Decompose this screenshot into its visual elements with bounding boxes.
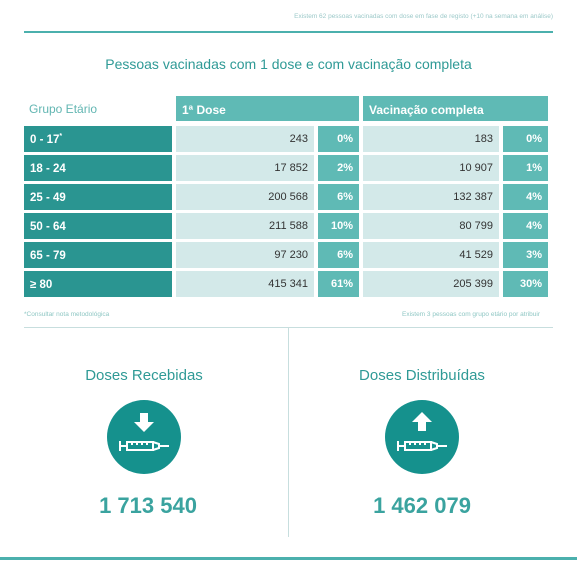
bottom-rule <box>0 557 577 560</box>
first-dose-count-text: 415 341 <box>268 278 308 290</box>
age-group-cell-text: 25 - 49 <box>30 191 66 204</box>
complete-count: 80 799 <box>363 213 499 239</box>
first-dose-percent: 0% <box>318 126 359 152</box>
doses-received-label: Doses Recebidas <box>85 367 203 384</box>
footnote-methodology: *Consultar nota metodológica <box>24 311 110 318</box>
footnote-marker: * <box>59 133 63 140</box>
registration-note: Existem 62 pessoas vacinadas com dose em… <box>294 13 553 20</box>
complete-count-text: 41 529 <box>459 249 493 261</box>
first-dose-percent: 6% <box>318 184 359 210</box>
first-dose-count: 97 230 <box>176 242 314 268</box>
complete-percent: 4% <box>503 213 548 239</box>
first-dose-percent-text: 2% <box>337 162 353 174</box>
complete-count: 132 387 <box>363 184 499 210</box>
age-group-cell: 0 - 17* <box>24 126 172 152</box>
syringe-arrow-up-icon <box>385 400 459 474</box>
age-group-header: Grupo Etário <box>29 102 98 116</box>
complete-percent-text: 0% <box>526 133 542 145</box>
first-dose-count-text: 200 568 <box>268 191 308 203</box>
complete-count: 10 907 <box>363 155 499 181</box>
first-dose-percent-text: 61% <box>330 278 353 290</box>
age-group-cell: 50 - 64 <box>24 213 172 239</box>
complete-percent: 0% <box>503 126 548 152</box>
age-group-cell-text: 65 - 79 <box>30 249 66 262</box>
first-dose-count: 211 588 <box>176 213 314 239</box>
first-dose-percent-text: 6% <box>337 249 353 261</box>
age-group-cell-text: 18 - 24 <box>30 162 66 175</box>
complete-count-text: 10 907 <box>459 162 493 174</box>
complete-count: 183 <box>363 126 499 152</box>
doses-received-value: 1 713 540 <box>99 493 197 518</box>
doses-distributed-value: 1 462 079 <box>373 493 471 518</box>
first-dose-count-text: 211 588 <box>269 220 308 232</box>
complete-percent: 4% <box>503 184 548 210</box>
page-title: Pessoas vacinadas com 1 dose e com vacin… <box>105 56 472 72</box>
first-dose-percent-text: 10% <box>330 220 353 232</box>
complete-count-text: 132 387 <box>453 191 493 203</box>
first-dose-count-text: 243 <box>289 133 308 145</box>
age-group-cell-text: ≥ 80 <box>30 278 53 291</box>
complete-percent-text: 1% <box>526 162 542 174</box>
top-divider <box>24 31 553 33</box>
age-group-cell: 18 - 24 <box>24 155 172 181</box>
first-dose-count: 415 341 <box>176 271 314 297</box>
first-dose-count: 17 852 <box>176 155 314 181</box>
first-dose-percent-text: 6% <box>337 191 353 203</box>
age-group-cell-text: 50 - 64 <box>30 220 66 233</box>
complete-count-text: 80 799 <box>459 220 493 232</box>
complete-count: 41 529 <box>363 242 499 268</box>
vertical-divider <box>288 327 289 537</box>
age-group-cell: 65 - 79 <box>24 242 172 268</box>
first-dose-count-text: 97 230 <box>274 249 308 261</box>
complete-count-text: 205 399 <box>453 278 493 290</box>
first-dose-percent: 6% <box>318 242 359 268</box>
syringe-arrow-down-icon <box>107 400 181 474</box>
first-dose-count: 200 568 <box>176 184 314 210</box>
complete-count-text: 183 <box>474 133 493 145</box>
complete-percent-text: 4% <box>526 220 542 232</box>
age-group-cell: 25 - 49 <box>24 184 172 210</box>
complete-percent: 3% <box>503 242 548 268</box>
first-dose-percent-text: 0% <box>337 133 353 145</box>
complete-percent-text: 4% <box>526 191 542 203</box>
doses-distributed-label: Doses Distribuídas <box>359 367 485 384</box>
first-dose-count: 243 <box>176 126 314 152</box>
complete-vaccination-header: Vacinação completa <box>363 96 548 121</box>
age-group-cell-text: 0 - 17 <box>30 133 60 146</box>
first-dose-count-text: 17 852 <box>274 162 308 174</box>
first-dose-percent: 61% <box>318 271 359 297</box>
complete-count: 205 399 <box>363 271 499 297</box>
first-dose-header: 1ª Dose <box>176 96 359 121</box>
complete-percent: 30% <box>503 271 548 297</box>
age-group-cell: ≥ 80 <box>24 271 172 297</box>
complete-percent: 1% <box>503 155 548 181</box>
complete-percent-text: 3% <box>526 249 542 261</box>
first-dose-percent: 2% <box>318 155 359 181</box>
footnote-unassigned: Existem 3 pessoas com grupo etário por a… <box>401 311 540 318</box>
first-dose-percent: 10% <box>318 213 359 239</box>
complete-percent-text: 30% <box>519 278 542 290</box>
